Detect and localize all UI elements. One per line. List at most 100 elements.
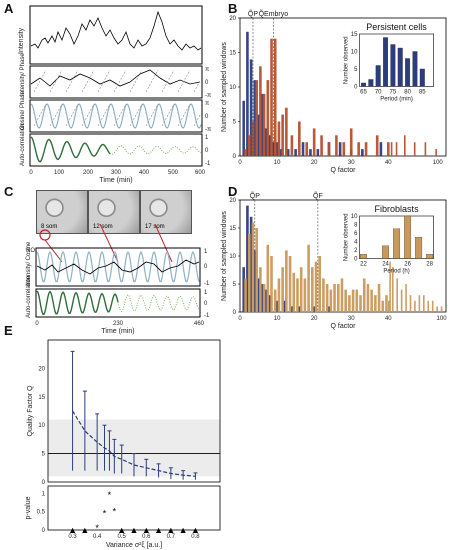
- histogram-bar: [333, 284, 336, 312]
- x-tick-label: 0.7: [167, 534, 176, 540]
- histogram-bar: [440, 306, 443, 312]
- median-marker-label: Q̃P: [248, 10, 258, 18]
- histogram-bar: [362, 278, 366, 312]
- histogram-bar: [318, 256, 322, 312]
- histogram-bar: [325, 284, 329, 312]
- histogram-bar: [296, 278, 299, 312]
- x-axis-label: Variance σ²ξ [a.u.]: [106, 542, 162, 549]
- histogram-bar: [357, 142, 360, 156]
- inset-bar: [405, 58, 411, 87]
- inset-x-label: Period (min): [380, 96, 413, 102]
- histogram-bar: [286, 149, 290, 156]
- histogram-bar: [247, 135, 251, 156]
- x-tick-label: 0.4: [93, 534, 102, 540]
- histogram-bar: [249, 59, 253, 156]
- inset-y-tick: 2: [354, 248, 358, 254]
- y-axis-label: Quality Factor Q: [27, 385, 34, 437]
- inset-bar: [361, 82, 366, 87]
- autocorr-dotted-a: [109, 145, 202, 155]
- histogram-bar: [253, 80, 257, 156]
- y-tick-label: 5: [233, 120, 237, 126]
- y-tick-label: 0: [233, 310, 237, 316]
- inset-x-tick: 85: [419, 89, 426, 95]
- histogram-bar: [275, 142, 279, 156]
- y-axis-label: Number of sampled windows: [221, 211, 228, 301]
- a-right-tick: π: [205, 101, 209, 107]
- a-xtick: 300: [111, 170, 122, 176]
- inset-y-label: Number observed: [343, 36, 349, 84]
- c-row-label: Intensity/ Cosine: [26, 241, 32, 286]
- inset-x-tick: 75: [390, 89, 397, 95]
- y-tick-label: 10: [229, 254, 236, 260]
- histogram-bar: [260, 93, 264, 156]
- histogram-bar: [387, 300, 390, 312]
- histogram-bar: [435, 149, 437, 156]
- histogram-bar: [385, 295, 388, 312]
- histogram-bar: [273, 289, 277, 312]
- histogram-bar: [264, 128, 268, 156]
- c-right-tick: 1: [204, 249, 208, 255]
- histogram-bar: [260, 284, 264, 312]
- histogram-bar: [244, 278, 247, 312]
- inset-x-tick: 22: [360, 262, 367, 268]
- autocorr-dotted-c: [117, 294, 200, 312]
- x-tick-label: 100: [437, 316, 448, 322]
- histogram-bar: [355, 289, 359, 312]
- cosine-wave-c: [36, 250, 200, 283]
- y-tick-label: 20: [38, 366, 45, 372]
- inset-x-tick: 80: [404, 89, 411, 95]
- c-xlabel: Time (min): [101, 328, 134, 335]
- a-row-label: Intensity/ Phase: [20, 53, 26, 96]
- panel-label-c: C: [4, 184, 14, 199]
- c-right-tick: -1: [204, 313, 210, 319]
- panel-label-b: B: [228, 1, 238, 16]
- inset-bar: [419, 68, 425, 87]
- histogram-bar: [262, 284, 266, 312]
- x-tick-label: 20: [311, 160, 318, 166]
- inset-bar: [415, 237, 423, 259]
- x-tick-label: 0: [238, 316, 242, 322]
- x-tick-label: 30: [348, 160, 355, 166]
- inset-x-label: Period (h): [383, 269, 409, 275]
- inset-title: Fibroblasts: [375, 204, 420, 214]
- a-right-tick: 0: [205, 148, 209, 154]
- x-tick-label: 20: [311, 316, 318, 322]
- histogram-bar: [329, 289, 333, 312]
- histogram-bar: [314, 261, 318, 312]
- histogram-bar: [312, 306, 316, 312]
- histogram-bar: [342, 142, 346, 156]
- inset-x-tick: 26: [404, 262, 411, 268]
- inset-x-tick: 70: [375, 89, 382, 95]
- histogram-bar: [259, 267, 262, 312]
- histogram-bar: [309, 149, 312, 156]
- inset-y-label: Number observed: [343, 213, 349, 261]
- histogram-bar: [374, 295, 377, 312]
- a-row-label: Cosine/ Phase: [20, 90, 26, 130]
- histogram-bar: [270, 256, 273, 312]
- y-tick-label: 15: [229, 51, 236, 57]
- histogram-bar: [405, 284, 407, 312]
- x-tick-label: 10: [274, 160, 281, 166]
- panel-label-e: E: [4, 323, 13, 338]
- a-right-tick: 0: [205, 80, 209, 86]
- embryo-photo-2: 12 som: [88, 190, 140, 234]
- histogram-bar: [259, 66, 262, 156]
- median-marker-label: Q̃F: [313, 192, 323, 200]
- x-tick-label: 0.8: [191, 534, 200, 540]
- histogram-bar: [423, 295, 425, 312]
- pvalue-point: ▲: [154, 525, 163, 535]
- a-right-tick: -1: [205, 161, 211, 167]
- histogram-bar: [266, 244, 270, 312]
- histogram-bar: [375, 135, 379, 156]
- x-tick-label: 100: [433, 160, 444, 166]
- inset-bar: [390, 44, 396, 87]
- embryo-photo-1: 8 som: [36, 190, 88, 234]
- pvalue-frame: [47, 485, 221, 531]
- histogram-bar: [257, 114, 260, 156]
- roi-label: ROI: [26, 248, 37, 254]
- histogram-bar: [290, 306, 294, 312]
- c-xtick: 230: [113, 321, 124, 327]
- histogram-bar: [247, 233, 251, 312]
- histogram-bar: [436, 306, 438, 312]
